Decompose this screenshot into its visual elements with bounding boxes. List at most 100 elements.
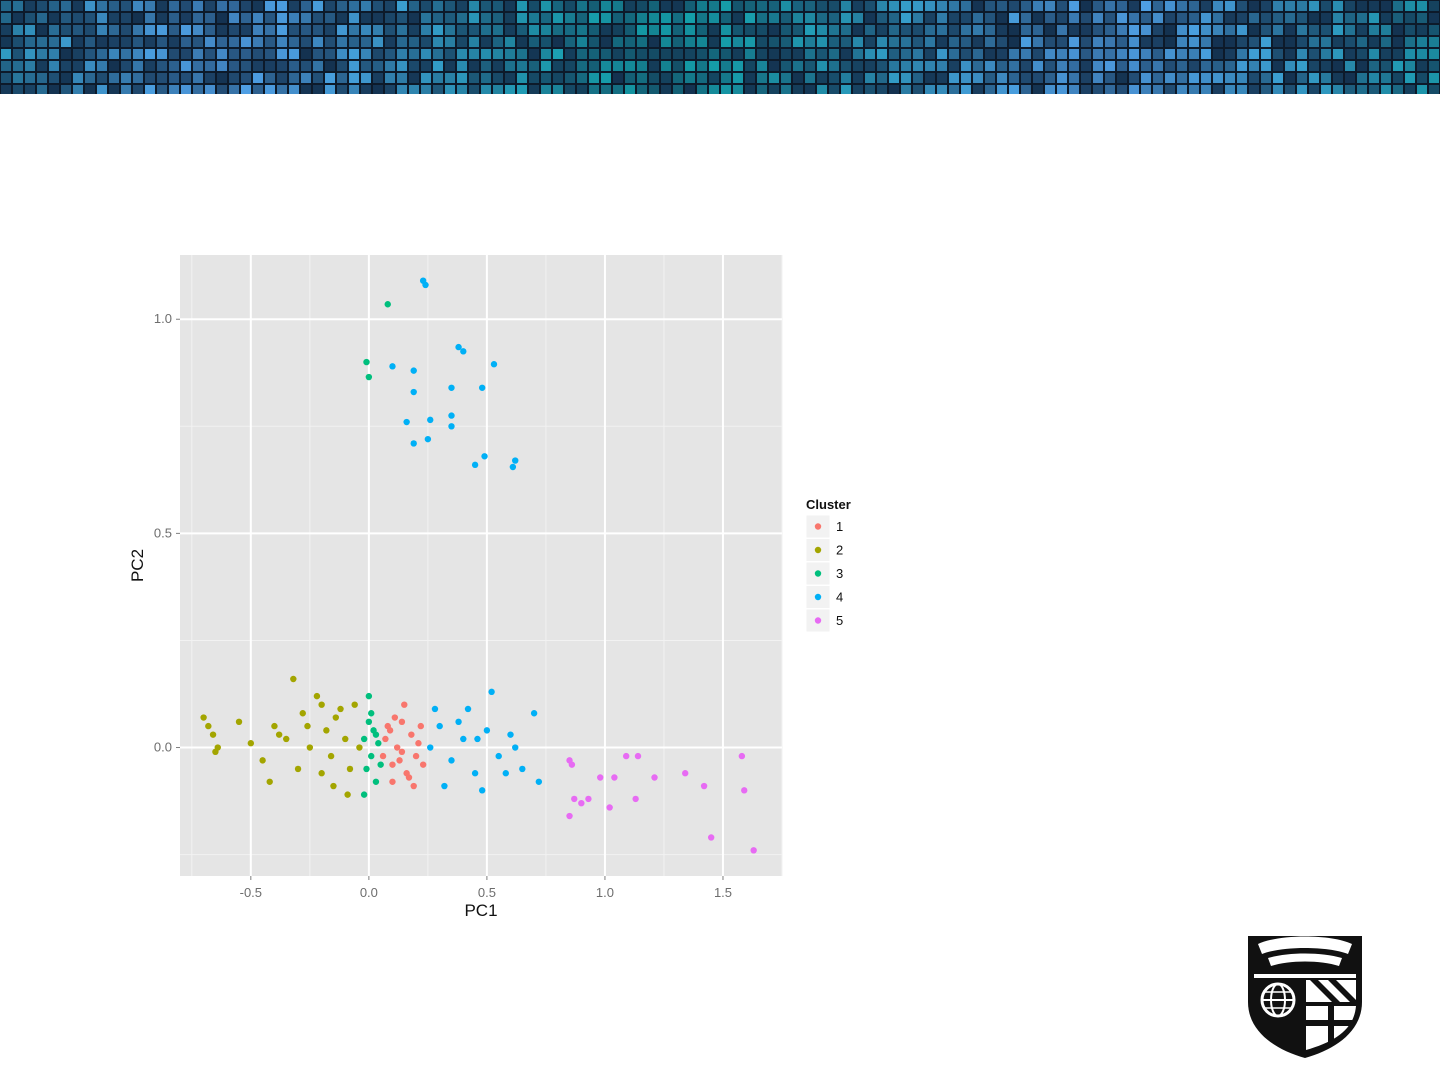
legend-key-4 (814, 593, 822, 601)
cluster-4-point (460, 348, 467, 355)
cluster-4-point (427, 416, 434, 424)
cluster-3-point (363, 765, 370, 773)
cluster-2-point (299, 710, 306, 717)
cluster-2-point (332, 714, 340, 721)
y-tick-label: 1.0 (154, 311, 172, 326)
cluster-5-point (632, 795, 639, 803)
cluster-4-point (448, 423, 455, 430)
cluster-2-point (200, 714, 207, 721)
cluster-2-point (205, 722, 212, 730)
cluster-5-point (585, 795, 592, 803)
cluster-1-point (389, 761, 396, 768)
cluster-5-point (611, 774, 618, 781)
legend-items: 1 2 3 4 5 (805, 514, 843, 633)
cluster-4-point (410, 440, 417, 447)
cluster-2-point (337, 705, 344, 713)
cluster-4-point (502, 770, 509, 777)
cluster-1-point (391, 714, 399, 721)
cluster-5-point (571, 795, 578, 803)
cluster-5-point (707, 834, 715, 841)
cluster-4-point (512, 744, 519, 751)
cluster-4-point (389, 363, 396, 370)
cluster-2-point (327, 752, 335, 760)
cluster-4-point (471, 461, 479, 469)
legend-label-3: 3 (836, 566, 843, 581)
cluster-3-point (368, 752, 375, 760)
cluster-2-point (304, 722, 311, 730)
cluster-5-point (634, 752, 642, 760)
cluster-2-point (266, 778, 273, 785)
cluster-1-point (379, 752, 387, 760)
cluster-2-point (351, 701, 358, 708)
cluster-2-point (290, 675, 297, 683)
data-points (200, 277, 757, 854)
cluster-4-point (410, 367, 417, 374)
cluster-2-point (283, 735, 290, 743)
cluster-2-point (306, 744, 314, 751)
cluster-3-point (363, 358, 370, 366)
cluster-3-point (377, 761, 384, 768)
cluster-4-point (507, 731, 514, 738)
legend-label-1: 1 (836, 519, 843, 534)
legend-label-2: 2 (836, 543, 843, 558)
cluster-4-point (460, 735, 467, 743)
legend-label-5: 5 (836, 613, 843, 628)
cluster-1-point (405, 774, 413, 781)
cluster-1-point (415, 740, 422, 747)
legend-key-3 (814, 570, 822, 577)
cluster-1-point (412, 752, 420, 760)
cluster-2-point (235, 718, 243, 726)
cluster-3-point (372, 731, 380, 738)
cluster-2-point (318, 701, 325, 708)
cluster-2-point (209, 731, 217, 738)
cluster-2-point (344, 791, 351, 798)
cluster-4-point (471, 770, 479, 777)
cluster-1-point (419, 761, 427, 768)
cluster-5-point (622, 752, 630, 760)
cluster-4-point (495, 752, 502, 760)
cluster-5-point (738, 752, 746, 760)
cluster-4-point (474, 735, 481, 743)
cluster-4-point (448, 412, 455, 419)
y-tick-label: 0.5 (154, 525, 172, 540)
cluster-3-point (365, 718, 373, 726)
cluster-3-point (375, 740, 382, 747)
cluster-4-point (488, 688, 495, 696)
cluster-2-point (330, 782, 337, 790)
cluster-5-point (578, 799, 585, 807)
legend-key-1 (814, 523, 822, 530)
cluster-4-point (436, 722, 443, 730)
cluster-4-point (427, 744, 434, 751)
cluster-3-point (384, 301, 391, 308)
cluster-2-point (214, 744, 221, 751)
cluster-5-point (566, 812, 573, 820)
cluster-2-point (313, 692, 321, 700)
cluster-4-point (422, 281, 429, 289)
x-axis-title: PC1 (464, 901, 497, 920)
cluster-5-point (750, 847, 757, 854)
cluster-2-point (275, 731, 283, 738)
cluster-3-point (365, 692, 373, 700)
y-axis-ticks: 0.0 0.5 1.0 (154, 311, 180, 755)
cluster-4-point (478, 384, 486, 391)
x-tick-label: 0.0 (360, 885, 378, 900)
cluster-1-point (417, 722, 424, 730)
cluster-4-point (448, 384, 455, 391)
cluster-4-point (483, 727, 491, 734)
cluster-2-point (356, 744, 363, 751)
cluster-4-point (530, 710, 538, 717)
y-tick-label: 0.0 (154, 740, 172, 755)
cluster-3-point (365, 373, 373, 381)
cluster-4-point (431, 705, 439, 713)
cluster-4-point (490, 361, 498, 368)
cluster-2-point (271, 722, 278, 730)
cluster-2-point (247, 740, 255, 747)
cluster-1-point (396, 757, 403, 764)
cluster-1-point (401, 701, 408, 708)
legend: Cluster 1 2 3 4 5 (805, 497, 851, 633)
legend-key-2 (814, 546, 822, 554)
cluster-4-point (455, 718, 462, 726)
y-axis-title: PC2 (128, 549, 147, 582)
cluster-4-point (410, 388, 417, 396)
cluster-3-point (360, 791, 368, 798)
